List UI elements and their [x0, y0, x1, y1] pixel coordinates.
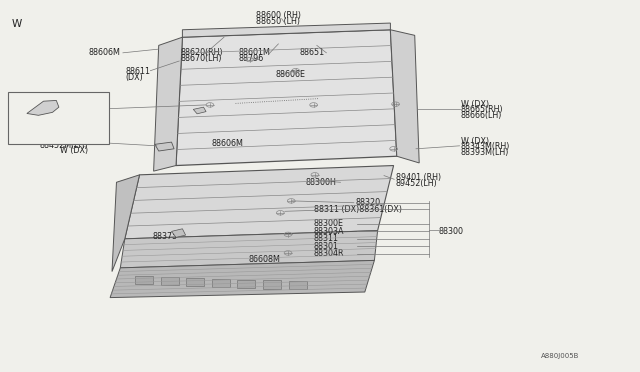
- Text: 88606E: 88606E: [275, 70, 305, 79]
- Text: W: W: [12, 19, 22, 29]
- Text: 88670(LH): 88670(LH): [180, 54, 222, 63]
- Text: 88651: 88651: [300, 48, 324, 57]
- Text: 88452 (RH): 88452 (RH): [43, 135, 88, 144]
- Text: 86400N: 86400N: [76, 117, 104, 123]
- FancyBboxPatch shape: [212, 279, 230, 287]
- Polygon shape: [125, 166, 394, 239]
- Text: 88393M(LH): 88393M(LH): [461, 148, 509, 157]
- Text: OP:W (SL): OP:W (SL): [14, 131, 50, 138]
- Text: 88620(RH): 88620(RH): [180, 48, 223, 57]
- Polygon shape: [112, 175, 140, 272]
- Text: 88301: 88301: [314, 242, 339, 251]
- Text: 89401 (RH): 89401 (RH): [396, 173, 441, 182]
- Text: 89452(LH): 89452(LH): [396, 179, 437, 188]
- Text: 88606M: 88606M: [88, 48, 120, 57]
- Polygon shape: [155, 142, 174, 151]
- Text: A880J005B: A880J005B: [541, 353, 579, 359]
- Text: 88674(LH): 88674(LH): [66, 106, 108, 115]
- Polygon shape: [193, 107, 206, 114]
- Text: 86608M: 86608M: [248, 255, 280, 264]
- Polygon shape: [110, 260, 374, 298]
- Text: 88343M(RH): 88343M(RH): [461, 142, 510, 151]
- Text: 88666(LH): 88666(LH): [461, 111, 502, 120]
- Text: 88600 (RH): 88600 (RH): [256, 11, 301, 20]
- FancyBboxPatch shape: [161, 277, 179, 285]
- Text: 88650 (LH): 88650 (LH): [256, 17, 300, 26]
- Text: W (DX): W (DX): [60, 146, 88, 155]
- Polygon shape: [182, 23, 390, 37]
- Polygon shape: [27, 100, 59, 115]
- Polygon shape: [176, 30, 397, 166]
- Polygon shape: [172, 229, 186, 237]
- Text: 88311: 88311: [314, 234, 339, 243]
- FancyBboxPatch shape: [289, 281, 307, 289]
- Text: 88311 (DX)88361(DX): 88311 (DX)88361(DX): [314, 205, 402, 214]
- Text: 88320: 88320: [355, 198, 380, 207]
- Text: 88796: 88796: [238, 54, 263, 63]
- Text: 88611: 88611: [125, 67, 150, 76]
- Text: 88665(RH): 88665(RH): [461, 105, 504, 114]
- FancyBboxPatch shape: [263, 280, 281, 289]
- Text: 88304R: 88304R: [314, 249, 344, 258]
- Text: W (DX): W (DX): [79, 112, 108, 121]
- FancyBboxPatch shape: [8, 92, 109, 144]
- Text: 88452M(LH): 88452M(LH): [40, 141, 88, 150]
- Polygon shape: [154, 37, 182, 171]
- Text: 88606M: 88606M: [211, 139, 243, 148]
- FancyBboxPatch shape: [237, 280, 255, 288]
- Polygon shape: [390, 30, 419, 163]
- Text: 88673(RH): 88673(RH): [65, 100, 108, 109]
- Text: 88300: 88300: [438, 227, 463, 236]
- FancyBboxPatch shape: [186, 278, 204, 286]
- Text: 88300E: 88300E: [314, 219, 344, 228]
- Polygon shape: [120, 231, 378, 268]
- Text: 88300H: 88300H: [306, 178, 337, 187]
- Text: 88375: 88375: [152, 232, 177, 241]
- Text: 88601M: 88601M: [238, 48, 270, 57]
- Text: 88303A: 88303A: [314, 227, 344, 236]
- Text: W (DX): W (DX): [461, 100, 489, 109]
- FancyBboxPatch shape: [135, 276, 153, 284]
- Text: W (DX): W (DX): [461, 137, 489, 146]
- Text: (DX): (DX): [125, 73, 143, 81]
